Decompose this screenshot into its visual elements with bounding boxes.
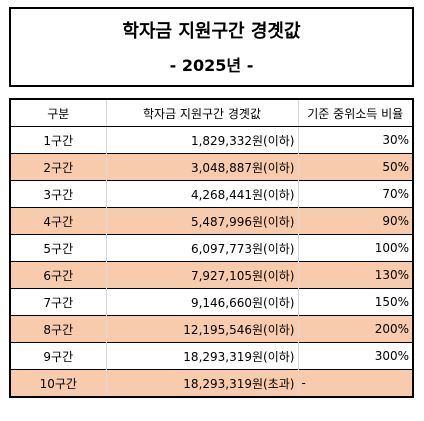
row-ratio: 30% [297,126,414,154]
table-row: 5구간 6,097,773원(이하) 100% [9,234,414,262]
title-box: 학자금 지원구간 경곗값 - 2025년 - [9,7,414,87]
row-amount: 3,048,887원(이하) [105,153,299,181]
table-row: 8구간 12,195,546원(이하) 200% [9,315,414,343]
threshold-table: 구분 학자금 지원구간 경곗값 기준 중위소득 비율 1구간 1,829,332… [9,98,414,398]
row-ratio: 50% [297,153,414,181]
row-ratio: 100% [297,234,414,262]
row-amount: 9,146,660원(이하) [105,288,299,316]
row-tier: 6구간 [9,261,107,289]
row-amount: 1,829,332원(이하) [105,126,299,154]
row-amount: 12,195,546원(이하) [105,315,299,343]
row-ratio: 300% [297,342,414,370]
row-tier: 1구간 [9,126,107,154]
row-tier: 5구간 [9,234,107,262]
row-tier: 4구간 [9,207,107,235]
row-ratio: 70% [297,180,414,208]
row-amount: 18,293,319원(초과) [105,369,299,397]
table-row: 10구간 18,293,319원(초과) - [9,369,414,397]
row-amount: 7,927,105원(이하) [105,261,299,289]
row-amount: 18,293,319원(이하) [105,342,299,370]
table-row: 3구간 4,268,441원(이하) 70% [9,180,414,208]
table-row: 2구간 3,048,887원(이하) 50% [9,153,414,181]
row-ratio: 90% [297,207,414,235]
table-row: 6구간 7,927,105원(이하) 130% [9,261,414,289]
header-tier: 구분 [9,99,107,127]
threshold-table-container: 구분 학자금 지원구간 경곗값 기준 중위소득 비율 1구간 1,829,332… [9,98,414,398]
row-tier: 10구간 [9,369,107,397]
table-header-row: 구분 학자금 지원구간 경곗값 기준 중위소득 비율 [9,99,414,127]
row-amount: 6,097,773원(이하) [105,234,299,262]
row-ratio: 130% [297,261,414,289]
row-tier: 2구간 [9,153,107,181]
row-tier: 3구간 [9,180,107,208]
table-row: 9구간 18,293,319원(이하) 300% [9,342,414,370]
table-row: 1구간 1,829,332원(이하) 30% [9,126,414,154]
page-title: 학자금 지원구간 경곗값 [122,21,301,42]
header-amount: 학자금 지원구간 경곗값 [105,99,299,127]
row-tier: 9구간 [9,342,107,370]
row-ratio: 200% [297,315,414,343]
row-amount: 5,487,996원(이하) [105,207,299,235]
row-tier: 8구간 [9,315,107,343]
row-ratio: 150% [297,288,414,316]
row-ratio: - [297,369,414,397]
table-row: 4구간 5,487,996원(이하) 90% [9,207,414,235]
page-subtitle-year: - 2025년 - [169,56,254,75]
row-tier: 7구간 [9,288,107,316]
row-amount: 4,268,441원(이하) [105,180,299,208]
header-ratio: 기준 중위소득 비율 [297,99,414,127]
table-row: 7구간 9,146,660원(이하) 150% [9,288,414,316]
